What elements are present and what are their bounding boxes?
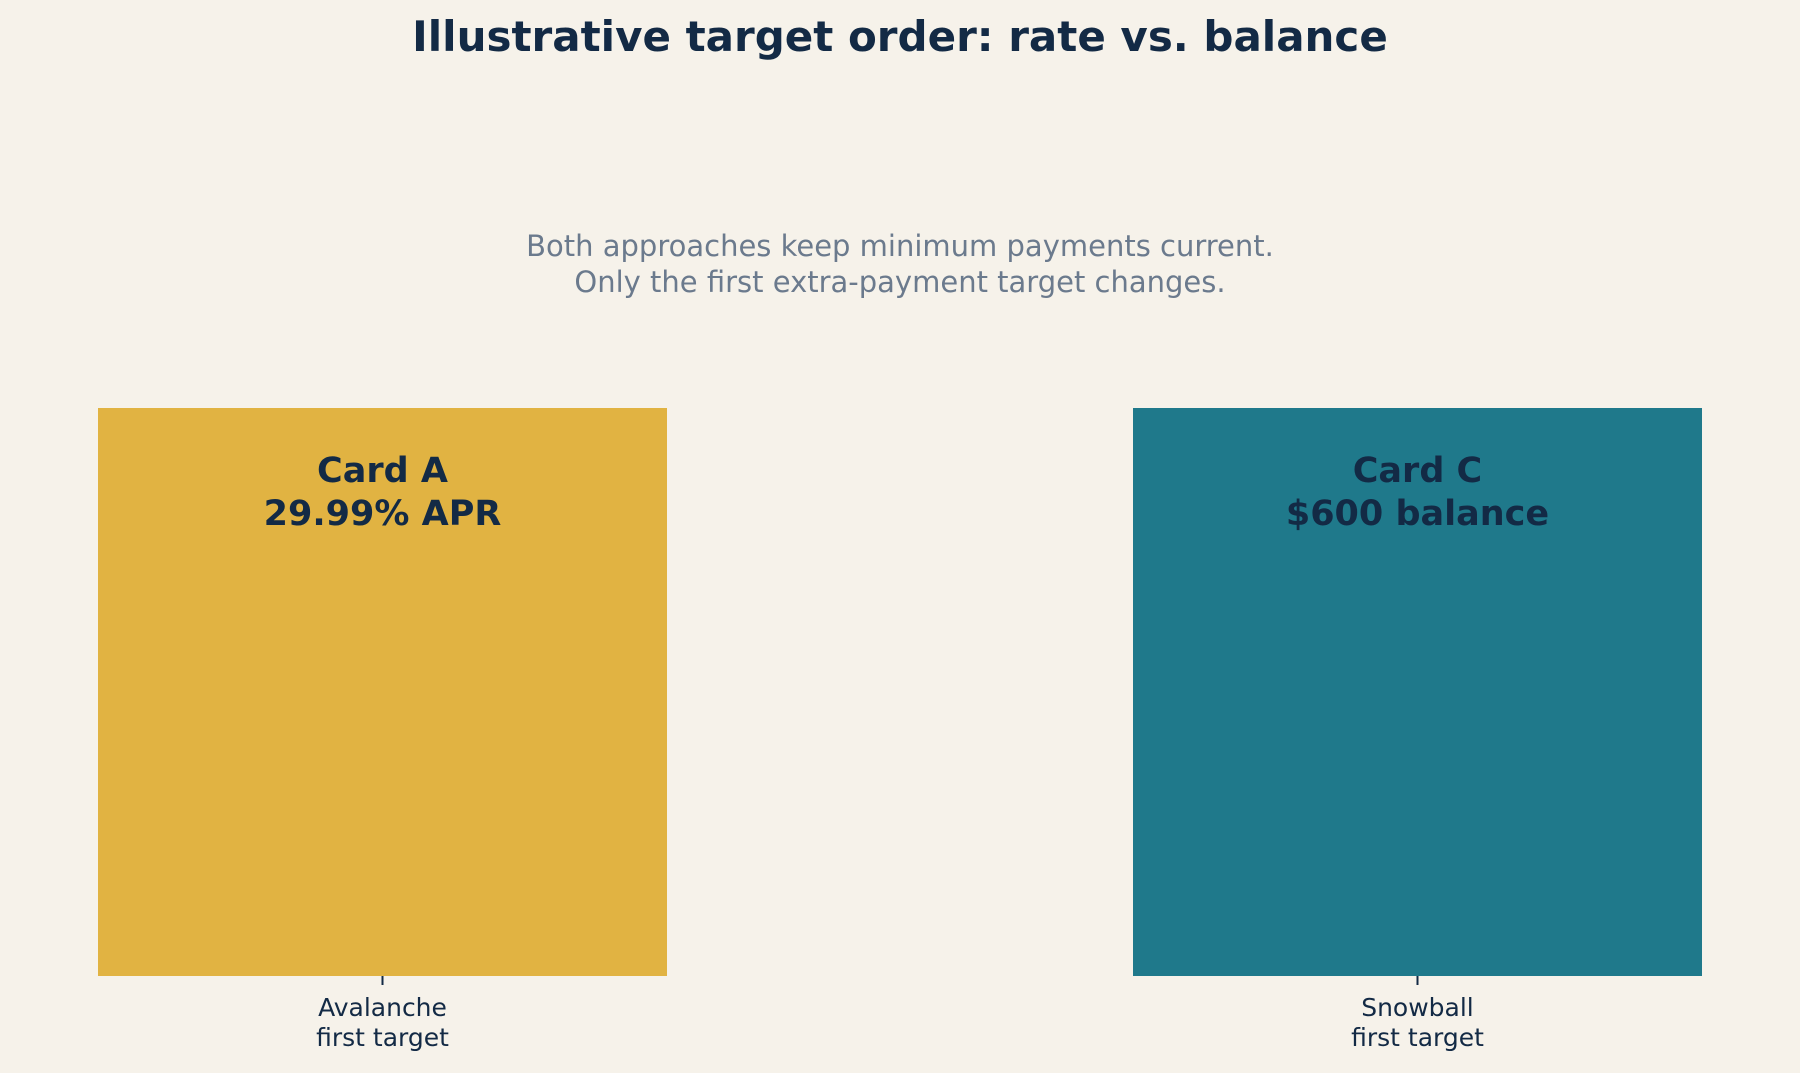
x-tick-label-2-line-2: first target — [1351, 1023, 1484, 1052]
annotation-line-2: Only the first extra-payment target chan… — [574, 265, 1225, 299]
x-tick-label-2: Snowball first target — [1351, 993, 1484, 1052]
bar-label-1: Card A 29.99% APR — [264, 451, 502, 534]
bar-2 — [1133, 408, 1702, 976]
bar-label-2-line-1: Card C — [1353, 451, 1483, 491]
bar-label-2-line-2: $600 balance — [1286, 494, 1549, 534]
x-tick-label-2-line-1: Snowball — [1361, 993, 1474, 1022]
annotation-line-1: Both approaches keep minimum payments cu… — [526, 229, 1274, 263]
x-tick-label-1-line-2: first target — [316, 1023, 449, 1052]
bar-label-1-line-1: Card A — [317, 451, 448, 491]
x-tick-label-1-line-1: Avalanche — [318, 993, 447, 1022]
x-tick-label-1: Avalanche first target — [316, 993, 449, 1052]
bar-label-2: Card C $600 balance — [1286, 451, 1549, 534]
chart-title: Illustrative target order: rate vs. bala… — [412, 12, 1388, 61]
bar-label-1-line-2: 29.99% APR — [264, 494, 502, 534]
bar-1 — [98, 408, 667, 976]
